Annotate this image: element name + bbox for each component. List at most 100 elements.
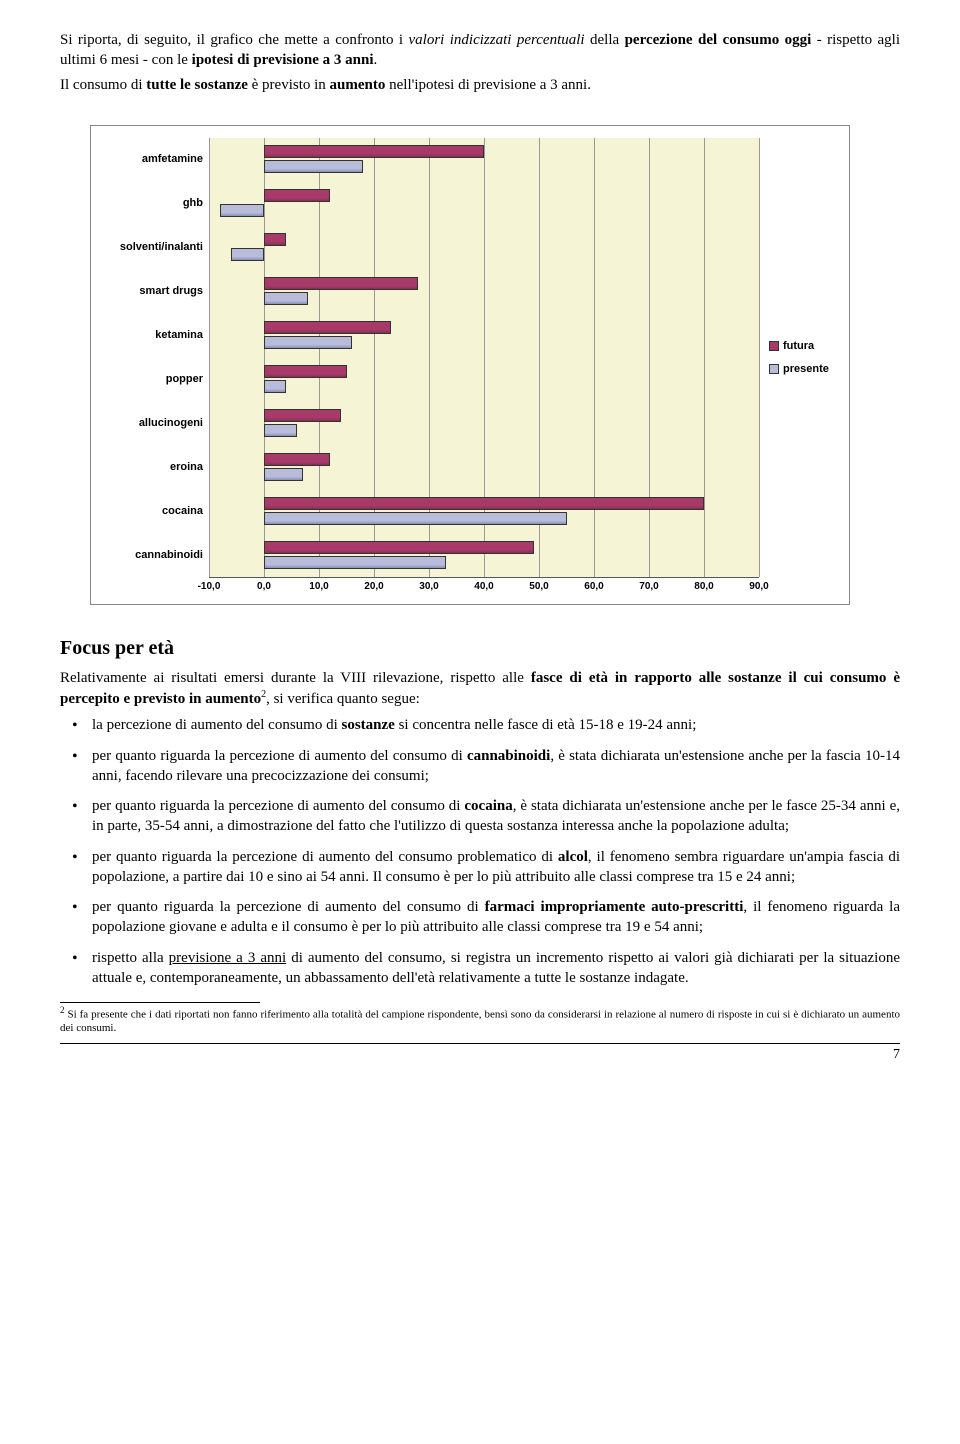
y-category-label: smart drugs: [99, 270, 209, 314]
t: Si riporta, di seguito, il grafico che m…: [60, 32, 409, 48]
t: valori indicizzati percentuali: [409, 32, 585, 48]
x-tick-label: 90,0: [749, 580, 768, 594]
bar-futura: [264, 453, 330, 466]
body-text: Relativamente ai risultati emersi durant…: [60, 668, 900, 988]
t: è previsto in: [248, 77, 330, 93]
bar-presente: [264, 336, 352, 349]
bar-futura: [264, 145, 484, 158]
t: farmaci impropriamente auto-prescritti: [485, 899, 744, 915]
bar-futura: [264, 321, 391, 334]
bar-presente: [264, 556, 446, 569]
t: aumento: [330, 77, 386, 93]
bar-presente: [264, 424, 297, 437]
chart-row: [209, 226, 759, 270]
bullet-item: per quanto riguarda la percezione di aum…: [60, 746, 900, 787]
bar-futura: [264, 365, 347, 378]
bullet-item: la percezione di aumento del consumo di …: [60, 715, 900, 735]
t: per quanto riguarda la percezione di aum…: [92, 849, 558, 865]
t: cannabinoidi: [467, 748, 550, 764]
legend-box-futura: [769, 341, 779, 351]
x-tick-label: 80,0: [694, 580, 713, 594]
x-tick-label: 50,0: [529, 580, 548, 594]
legend-box-presente: [769, 364, 779, 374]
t: tutte le sostanze: [146, 77, 248, 93]
footnote: 2 Si fa presente che i dati riportati no…: [60, 1005, 900, 1035]
bullet-item: rispetto alla previsione a 3 anni di aum…: [60, 948, 900, 989]
t: sostanze: [342, 717, 395, 733]
bar-futura: [264, 409, 341, 422]
x-tick-label: 40,0: [474, 580, 493, 594]
bullet-item: per quanto riguarda la percezione di aum…: [60, 796, 900, 837]
x-tick-label: 60,0: [584, 580, 603, 594]
t: cocaina: [464, 798, 512, 814]
t: si concentra nelle fasce di età 15-18 e …: [395, 717, 697, 733]
chart-legend: futura presente: [759, 138, 841, 578]
y-category-label: popper: [99, 358, 209, 402]
x-tick-label: 10,0: [309, 580, 328, 594]
bar-futura: [264, 277, 418, 290]
t: per quanto riguarda la percezione di aum…: [92, 748, 467, 764]
y-category-label: solventi/inalanti: [99, 226, 209, 270]
comparison-chart: amfetamineghbsolventi/inalantismart drug…: [90, 125, 850, 605]
t: alcol: [558, 849, 588, 865]
t: per quanto riguarda la percezione di aum…: [92, 899, 485, 915]
y-category-label: eroina: [99, 446, 209, 490]
chart-row: [209, 358, 759, 402]
chart-plot-area: [209, 138, 759, 578]
t: rispetto alla: [92, 950, 169, 966]
gridline: [759, 138, 760, 577]
intro-paragraphs: Si riporta, di seguito, il grafico che m…: [60, 30, 900, 95]
t: della: [585, 32, 625, 48]
bar-presente: [264, 512, 567, 525]
y-category-label: cocaina: [99, 490, 209, 534]
x-tick-label: -10,0: [198, 580, 221, 594]
x-tick-label: 20,0: [364, 580, 383, 594]
intro-p1: Si riporta, di seguito, il grafico che m…: [60, 30, 900, 71]
t: Il consumo di: [60, 77, 146, 93]
page-number: 7: [60, 1046, 900, 1065]
bar-futura: [264, 497, 704, 510]
legend-label-futura: futura: [783, 339, 814, 354]
legend-label-presente: presente: [783, 362, 829, 377]
chart-row: [209, 490, 759, 534]
legend-futura: futura: [769, 339, 814, 354]
bar-futura: [264, 189, 330, 202]
bar-futura: [264, 233, 286, 246]
chart-row: [209, 446, 759, 490]
t: la percezione di aumento del consumo di: [92, 717, 342, 733]
bar-futura: [264, 541, 534, 554]
bullet-item: per quanto riguarda la percezione di aum…: [60, 847, 900, 888]
t: previsione a 3 anni: [169, 950, 287, 966]
chart-row: [209, 534, 759, 578]
chart-row: [209, 270, 759, 314]
t: Relativamente ai risultati emersi durant…: [60, 670, 531, 686]
chart-y-labels: amfetamineghbsolventi/inalantismart drug…: [99, 138, 209, 578]
intro-p2: Il consumo di tutte le sostanze è previs…: [60, 75, 900, 95]
chart-row: [209, 402, 759, 446]
x-tick-label: 30,0: [419, 580, 438, 594]
footnote-text: Si fa presente che i dati riportati non …: [60, 1009, 900, 1034]
bar-presente: [264, 468, 303, 481]
t: , si verifica quanto segue:: [266, 691, 420, 707]
t: per quanto riguarda la percezione di aum…: [92, 798, 464, 814]
bar-presente: [264, 292, 308, 305]
bar-presente: [220, 204, 264, 217]
chart-row: [209, 182, 759, 226]
chart-x-axis: -10,00,010,020,030,040,050,060,070,080,0…: [209, 578, 759, 596]
chart-row: [209, 314, 759, 358]
t: ipotesi di previsione a 3 anni: [192, 52, 374, 68]
t: .: [374, 52, 378, 68]
y-category-label: amfetamine: [99, 138, 209, 182]
x-tick-label: 70,0: [639, 580, 658, 594]
chart-row: [209, 138, 759, 182]
t: nell'ipotesi di previsione a 3 anni.: [385, 77, 591, 93]
legend-presente: presente: [769, 362, 829, 377]
y-category-label: ketamina: [99, 314, 209, 358]
page-rule: [60, 1043, 900, 1044]
bar-presente: [264, 160, 363, 173]
y-category-label: allucinogeni: [99, 402, 209, 446]
x-tick-label: 0,0: [257, 580, 271, 594]
y-category-label: ghb: [99, 182, 209, 226]
section-title: Focus per età: [60, 635, 900, 662]
bar-presente: [231, 248, 264, 261]
